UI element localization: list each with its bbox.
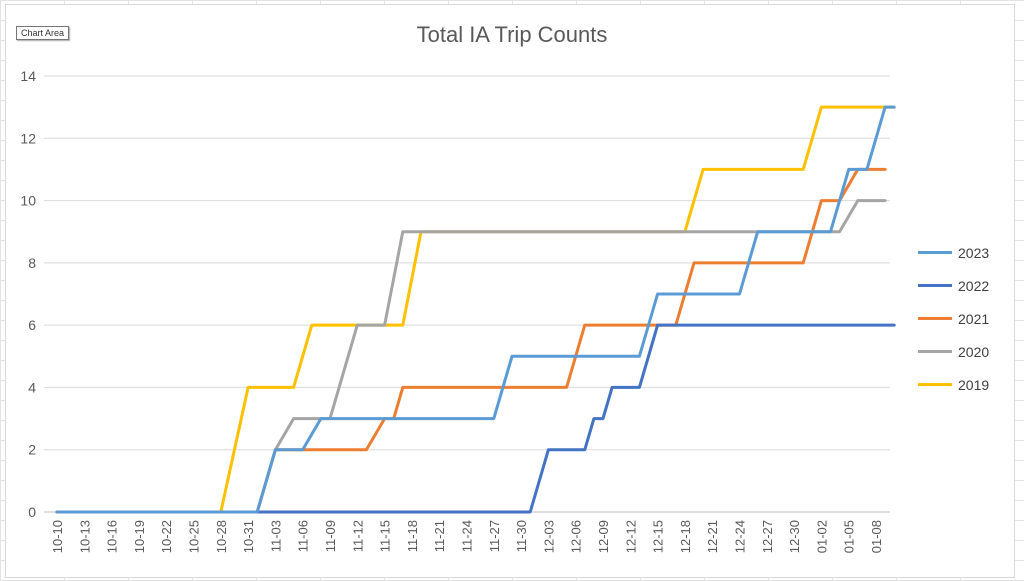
x-tick-label: 11-24 — [460, 520, 475, 552]
x-tick-label: 10-13 — [77, 520, 92, 553]
y-tick-label: 0 — [28, 504, 36, 520]
x-tick-label: 10-16 — [105, 520, 120, 553]
x-tick-label: 12-24 — [733, 520, 748, 553]
y-tick-label: 12 — [20, 130, 36, 146]
legend-item-2019[interactable]: 2019 — [918, 368, 1008, 401]
x-tick-label: 01-05 — [842, 520, 857, 553]
legend-label: 2019 — [958, 376, 990, 393]
legend-swatch — [918, 317, 952, 320]
legend-item-2022[interactable]: 2022 — [918, 269, 1008, 302]
legend-label: 2020 — [958, 343, 990, 360]
x-tick-label: 10-19 — [132, 520, 147, 553]
y-tick-label: 8 — [28, 255, 36, 271]
x-tick-label: 12-06 — [569, 520, 584, 553]
x-tick-label: 10-28 — [214, 520, 229, 553]
x-tick-label: 12-27 — [760, 520, 775, 553]
x-tick-label: 11-03 — [268, 520, 283, 552]
legend[interactable]: 2023 2022 2021 2020 2019 — [918, 236, 1008, 401]
legend-label: 2023 — [958, 244, 990, 261]
x-tick-label: 10-31 — [241, 520, 256, 553]
y-tick-label: 10 — [20, 193, 36, 209]
legend-item-2021[interactable]: 2021 — [918, 302, 1008, 335]
x-tick-label: 11-12 — [350, 520, 365, 552]
chart-area[interactable] — [5, 4, 1015, 578]
x-tick-label: 12-18 — [678, 520, 693, 553]
x-tick-label: 12-12 — [623, 520, 638, 553]
series-line-2023 — [55, 105, 896, 514]
legend-swatch — [918, 284, 952, 287]
x-tick-label: 10-25 — [187, 520, 202, 553]
legend-item-2023[interactable]: 2023 — [918, 236, 1008, 269]
y-tick-label: 4 — [28, 379, 36, 395]
x-tick-label: 11-15 — [378, 520, 393, 552]
series-line-2019 — [55, 105, 896, 514]
legend-swatch — [918, 383, 952, 386]
x-tick-label: 12-21 — [705, 520, 720, 553]
legend-label: 2021 — [958, 310, 990, 327]
legend-label: 2022 — [958, 277, 990, 294]
x-tick-label: 12-15 — [651, 520, 666, 553]
x-tick-label: 12-30 — [787, 520, 802, 553]
x-tick-label: 11-27 — [487, 520, 502, 552]
x-tick-label: 10-10 — [50, 520, 65, 553]
series-line-2020 — [55, 199, 887, 514]
x-tick-label: 11-21 — [432, 520, 447, 552]
y-tick-label: 14 — [20, 68, 36, 84]
x-tick-label: 11-30 — [514, 520, 529, 552]
series-line-2021 — [55, 167, 887, 514]
legend-swatch — [918, 251, 952, 254]
x-tick-label: 11-06 — [296, 520, 311, 552]
x-tick-label: 11-09 — [323, 520, 338, 552]
chart-area-tooltip: Chart Area — [16, 26, 70, 40]
x-tick-label: 11-18 — [405, 520, 420, 552]
legend-item-2020[interactable]: 2020 — [918, 335, 1008, 368]
x-tick-label: 12-03 — [541, 520, 556, 553]
x-tick-label: 01-08 — [869, 520, 884, 553]
series-line-2022 — [55, 323, 896, 514]
x-tick-label: 10-22 — [159, 520, 174, 553]
x-tick-label: 12-09 — [596, 520, 611, 553]
x-tick-label: 01-02 — [814, 520, 829, 553]
y-tick-label: 2 — [28, 442, 36, 458]
y-tick-label: 6 — [28, 317, 36, 333]
legend-swatch — [918, 350, 952, 353]
chart-title[interactable]: Total IA Trip Counts — [416, 22, 608, 47]
